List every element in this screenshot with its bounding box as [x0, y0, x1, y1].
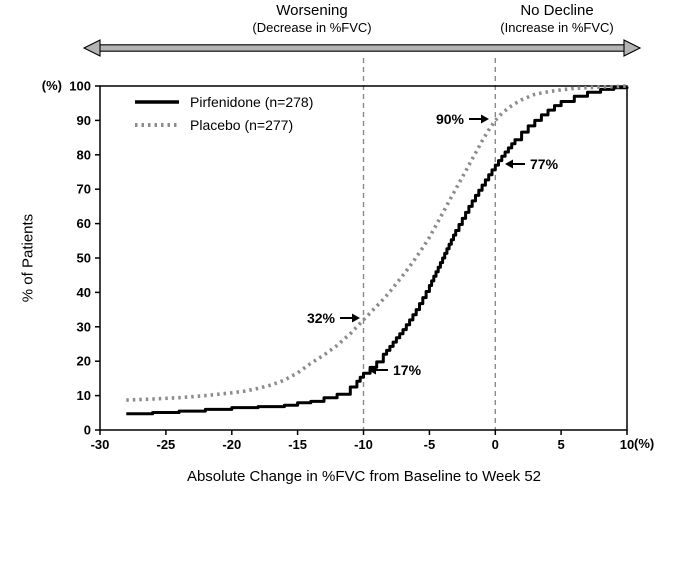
x-axis-ticks: -30 -25 -20 -15 -10 -5 0 5 10	[91, 430, 634, 452]
worsening-subtitle: (Decrease in %FVC)	[252, 20, 372, 35]
annotation-pirfenidone-77: 77%	[505, 155, 558, 173]
legend-item-placebo: Placebo (n=277)	[134, 113, 313, 136]
svg-text:60: 60	[77, 216, 91, 231]
no-decline-subtitle: (Increase in %FVC)	[500, 20, 614, 35]
arrow-left-icon	[368, 365, 388, 375]
annotation-label: 32%	[306, 310, 335, 326]
annotation-label: 17%	[393, 362, 422, 378]
series-line-placebo	[126, 84, 628, 402]
svg-text:-10: -10	[354, 437, 373, 452]
x-axis-title: Absolute Change in %FVC from Baseline to…	[186, 468, 542, 485]
y-axis-title: % of Patients	[19, 213, 37, 303]
svg-text:50: 50	[77, 251, 91, 266]
svg-text:10: 10	[620, 437, 634, 452]
arrow-left-icon	[505, 159, 525, 169]
range-double-arrow	[82, 39, 642, 57]
y-axis-ticks: 0 10 20 30 40 50 60 70 80 90 100	[69, 79, 100, 438]
svg-text:70: 70	[77, 182, 91, 197]
annotation-placebo-90: 90%	[436, 110, 489, 128]
legend-label-pirfenidone: Pirfenidone (n=278)	[190, 93, 314, 110]
svg-text:30: 30	[77, 319, 91, 334]
svg-text:90: 90	[77, 113, 91, 128]
annotation-placebo-32: 32%	[307, 309, 360, 327]
svg-text:0: 0	[492, 437, 499, 452]
placebo-line-swatch	[135, 122, 179, 127]
svg-text:40: 40	[77, 285, 91, 300]
annotation-label: 90%	[435, 111, 464, 127]
svg-text:-20: -20	[222, 437, 241, 452]
x-axis-unit-label: (%)	[634, 436, 655, 451]
svg-text:80: 80	[77, 147, 91, 162]
annotation-label: 77%	[530, 156, 559, 172]
svg-text:-25: -25	[157, 437, 176, 452]
y-axis-unit-label: (%)	[41, 78, 62, 93]
worsening-title: Worsening	[276, 2, 348, 19]
svg-text:10: 10	[77, 388, 91, 403]
legend-label-placebo: Placebo (n=277)	[190, 116, 294, 133]
svg-text:-5: -5	[424, 437, 436, 452]
svg-text:5: 5	[557, 437, 564, 452]
series-line-pirfenidone	[126, 86, 629, 416]
svg-text:100: 100	[69, 79, 91, 94]
arrow-right-icon	[340, 313, 360, 323]
legend: Pirfenidone (n=278) Placebo (n=277)	[134, 90, 313, 136]
legend-item-pirfenidone: Pirfenidone (n=278)	[134, 90, 313, 113]
svg-text:-15: -15	[288, 437, 307, 452]
pirfenidone-line-swatch	[135, 99, 179, 104]
svg-text:-30: -30	[91, 437, 110, 452]
arrow-right-icon	[469, 114, 489, 124]
svg-text:20: 20	[77, 354, 91, 369]
no-decline-title: No Decline	[520, 2, 594, 19]
annotation-pirfenidone-17: 17%	[368, 361, 421, 379]
svg-text:0: 0	[84, 423, 91, 438]
